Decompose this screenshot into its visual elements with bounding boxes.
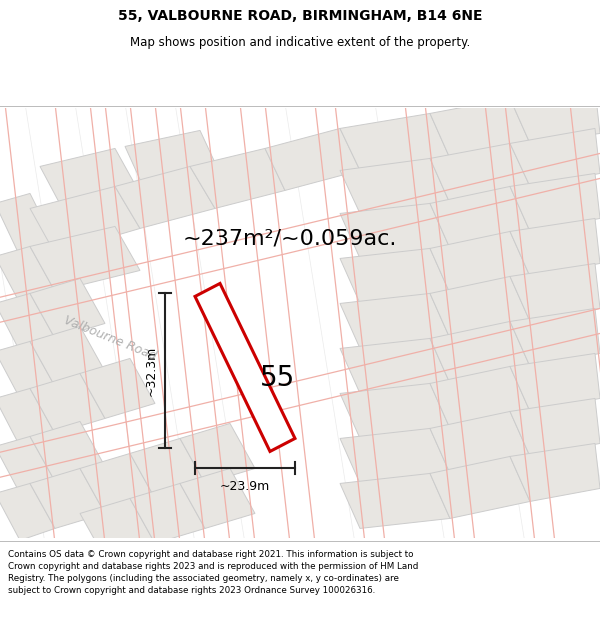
- Polygon shape: [0, 388, 55, 446]
- Polygon shape: [265, 129, 360, 191]
- Polygon shape: [0, 246, 55, 303]
- Polygon shape: [430, 143, 530, 204]
- Polygon shape: [510, 444, 600, 501]
- Polygon shape: [430, 321, 530, 383]
- Polygon shape: [130, 439, 205, 499]
- Text: ~23.9m: ~23.9m: [220, 480, 270, 493]
- Text: Contains OS data © Crown copyright and database right 2021. This information is : Contains OS data © Crown copyright and d…: [8, 550, 418, 594]
- Polygon shape: [340, 429, 450, 484]
- Polygon shape: [510, 129, 600, 186]
- Polygon shape: [340, 474, 450, 529]
- Polygon shape: [510, 218, 600, 276]
- Text: ~32.3m: ~32.3m: [145, 346, 157, 396]
- Polygon shape: [340, 248, 450, 303]
- Polygon shape: [115, 166, 215, 228]
- Polygon shape: [340, 383, 450, 439]
- Polygon shape: [430, 366, 530, 429]
- Polygon shape: [80, 454, 155, 514]
- Polygon shape: [0, 484, 55, 541]
- Polygon shape: [180, 424, 255, 484]
- Polygon shape: [510, 399, 600, 456]
- Polygon shape: [130, 484, 205, 543]
- Polygon shape: [430, 456, 530, 519]
- Polygon shape: [40, 148, 140, 213]
- Polygon shape: [30, 279, 105, 339]
- Polygon shape: [30, 469, 105, 529]
- Polygon shape: [510, 308, 600, 366]
- Polygon shape: [0, 436, 55, 494]
- Text: 55, VALBOURNE ROAD, BIRMINGHAM, B14 6NE: 55, VALBOURNE ROAD, BIRMINGHAM, B14 6NE: [118, 9, 482, 23]
- Text: 55: 55: [260, 364, 296, 392]
- Polygon shape: [510, 88, 600, 143]
- Polygon shape: [0, 308, 600, 479]
- Polygon shape: [30, 421, 105, 481]
- Polygon shape: [30, 186, 140, 254]
- Polygon shape: [0, 341, 55, 399]
- Polygon shape: [0, 153, 600, 324]
- Polygon shape: [340, 158, 450, 213]
- Polygon shape: [0, 194, 55, 256]
- Polygon shape: [190, 148, 285, 209]
- Polygon shape: [340, 204, 450, 259]
- Polygon shape: [125, 131, 220, 191]
- Polygon shape: [510, 354, 600, 411]
- Text: Map shows position and indicative extent of the property.: Map shows position and indicative extent…: [130, 36, 470, 49]
- Polygon shape: [30, 326, 105, 386]
- Text: ~237m²/~0.059ac.: ~237m²/~0.059ac.: [183, 228, 397, 248]
- Polygon shape: [340, 114, 450, 171]
- Polygon shape: [430, 411, 530, 474]
- Polygon shape: [180, 469, 255, 529]
- Text: Valbourne Road: Valbourne Road: [62, 314, 158, 363]
- Polygon shape: [30, 226, 140, 291]
- Polygon shape: [430, 98, 530, 158]
- Polygon shape: [80, 499, 155, 559]
- Polygon shape: [30, 373, 105, 434]
- Polygon shape: [510, 173, 600, 231]
- Polygon shape: [0, 294, 55, 351]
- Polygon shape: [340, 294, 450, 349]
- Polygon shape: [510, 264, 600, 321]
- Polygon shape: [80, 358, 155, 419]
- Polygon shape: [430, 231, 530, 294]
- Polygon shape: [430, 186, 530, 248]
- Polygon shape: [430, 276, 530, 339]
- Polygon shape: [340, 339, 450, 394]
- Polygon shape: [195, 284, 295, 451]
